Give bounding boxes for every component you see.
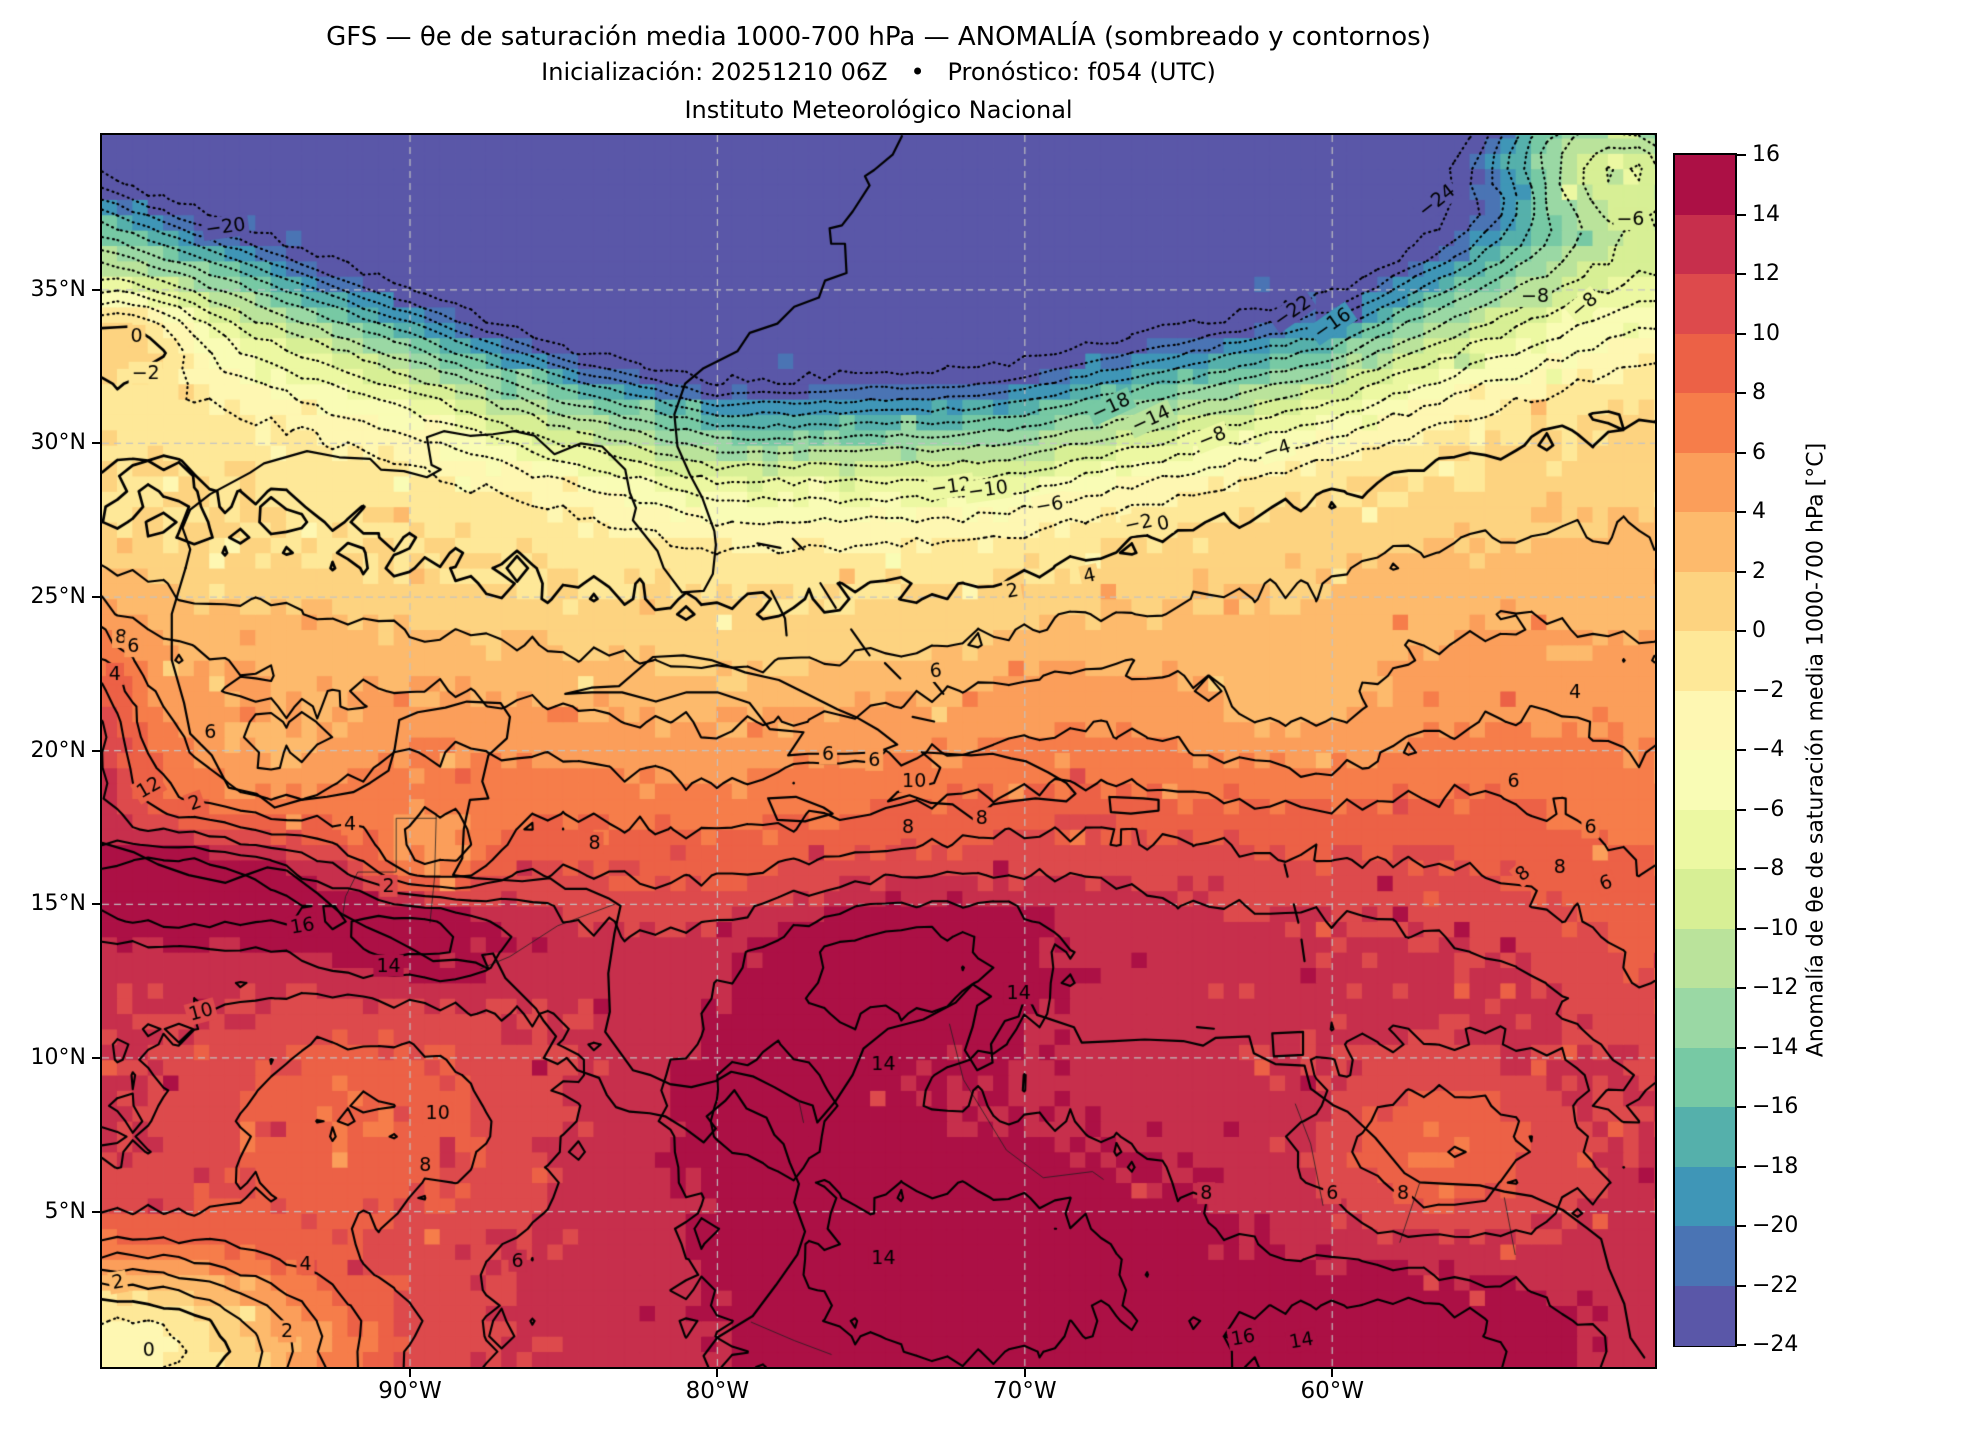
colorbar-segment	[1675, 869, 1735, 930]
colorbar-segment	[1675, 214, 1735, 275]
colorbar-segment	[1675, 155, 1735, 216]
y-tick-mark	[92, 288, 101, 291]
colorbar-tick-label: −2	[1752, 677, 1785, 703]
colorbar-segment	[1675, 928, 1735, 989]
y-tick-label: 15°N	[30, 891, 86, 917]
figure-title: GFS — θe de saturación media 1000-700 hP…	[326, 22, 1431, 52]
anomaly-map-canvas	[102, 135, 1655, 1367]
colorbar-tick-mark	[1737, 689, 1746, 692]
colorbar-tick-mark	[1737, 332, 1746, 335]
colorbar-segment	[1675, 512, 1735, 573]
y-tick-label: 5°N	[44, 1198, 86, 1224]
colorbar-tick-label: −12	[1752, 975, 1799, 1000]
colorbar-tick-label: 0	[1752, 618, 1766, 643]
map-plot-area	[100, 133, 1657, 1369]
colorbar-tick-label: −14	[1752, 1034, 1799, 1060]
x-tick-mark	[1023, 1368, 1026, 1377]
y-tick-mark	[92, 442, 101, 445]
colorbar-tick-label: −10	[1752, 915, 1799, 941]
y-tick-mark	[92, 903, 101, 906]
y-tick-label: 35°N	[30, 276, 86, 302]
colorbar-tick-mark	[1737, 1344, 1746, 1346]
y-tick-mark	[92, 749, 101, 752]
colorbar-tick-mark	[1737, 1046, 1746, 1049]
colorbar-tick-mark	[1737, 927, 1746, 930]
colorbar-tick-label: −20	[1752, 1213, 1799, 1238]
colorbar-tick-label: −16	[1752, 1094, 1799, 1119]
x-tick-mark	[716, 1368, 719, 1377]
x-tick-mark	[409, 1368, 412, 1377]
colorbar-segment	[1675, 1047, 1735, 1108]
figure-source: Instituto Meteorológico Nacional	[684, 96, 1073, 124]
colorbar-tick-label: 4	[1752, 499, 1766, 524]
colorbar-tick-label: −8	[1752, 856, 1785, 881]
colorbar-tick-mark	[1737, 749, 1746, 751]
colorbar-segment	[1675, 333, 1735, 394]
colorbar-tick-mark	[1737, 1106, 1746, 1108]
colorbar-tick-mark	[1737, 1225, 1746, 1227]
y-tick-mark	[92, 1210, 101, 1213]
colorbar-segment	[1675, 393, 1735, 454]
colorbar-segment	[1675, 631, 1735, 692]
colorbar-tick-mark	[1737, 1165, 1746, 1168]
colorbar-segment	[1675, 1285, 1735, 1346]
colorbar-tick-mark	[1737, 808, 1746, 811]
colorbar-tick-mark	[1737, 451, 1746, 454]
colorbar-segment	[1675, 750, 1735, 811]
colorbar-segment	[1675, 571, 1735, 632]
colorbar-tick-label: 8	[1752, 380, 1766, 405]
x-tick-label: 80°W	[685, 1378, 750, 1404]
colorbar-tick-mark	[1737, 273, 1746, 275]
x-tick-label: 90°W	[378, 1378, 442, 1404]
colorbar-segment	[1675, 1166, 1735, 1227]
colorbar-tick-label: 2	[1752, 558, 1766, 584]
colorbar-tick-mark	[1737, 511, 1746, 513]
y-tick-label: 20°N	[30, 737, 86, 763]
colorbar-tick-label: −24	[1752, 1332, 1799, 1357]
y-tick-mark	[92, 1056, 101, 1059]
colorbar-segment	[1675, 809, 1735, 870]
colorbar-tick-mark	[1737, 392, 1746, 394]
colorbar-tick-label: 16	[1752, 142, 1780, 167]
colorbar-segment	[1675, 690, 1735, 751]
colorbar-tick-label: 6	[1752, 439, 1766, 465]
colorbar-tick-label: −4	[1752, 737, 1785, 762]
colorbar	[1673, 153, 1737, 1347]
colorbar-segment	[1675, 988, 1735, 1049]
x-tick-label: 70°W	[993, 1378, 1057, 1404]
colorbar-tick-label: 14	[1752, 201, 1780, 227]
colorbar-tick-mark	[1737, 987, 1746, 989]
colorbar-segment	[1675, 452, 1735, 513]
y-tick-label: 30°N	[30, 430, 86, 456]
colorbar-segment	[1675, 1226, 1735, 1287]
colorbar-tick-mark	[1737, 213, 1746, 216]
colorbar-tick-label: −6	[1752, 796, 1785, 822]
colorbar-tick-label: −18	[1752, 1153, 1799, 1179]
colorbar-segment	[1675, 274, 1735, 335]
colorbar-tick-label: 12	[1752, 261, 1780, 286]
colorbar-tick-mark	[1737, 630, 1746, 632]
figure-subtitle: Inicialización: 20251210 06Z • Pronóstic…	[541, 58, 1216, 86]
colorbar-tick-mark	[1737, 868, 1746, 870]
colorbar-tick-label: 10	[1752, 320, 1780, 346]
y-tick-label: 25°N	[30, 584, 86, 610]
colorbar-tick-mark	[1737, 570, 1746, 573]
y-tick-label: 10°N	[30, 1044, 86, 1070]
y-tick-mark	[92, 596, 101, 599]
x-tick-mark	[1331, 1368, 1334, 1377]
colorbar-segment	[1675, 1107, 1735, 1168]
colorbar-tick-mark	[1737, 1284, 1746, 1287]
colorbar-tick-label: −22	[1752, 1272, 1799, 1298]
colorbar-tick-mark	[1737, 154, 1746, 156]
colorbar-axis-label: Anomalía de θe de saturación media 1000-…	[1803, 442, 1829, 1058]
x-tick-label: 60°W	[1300, 1378, 1364, 1404]
